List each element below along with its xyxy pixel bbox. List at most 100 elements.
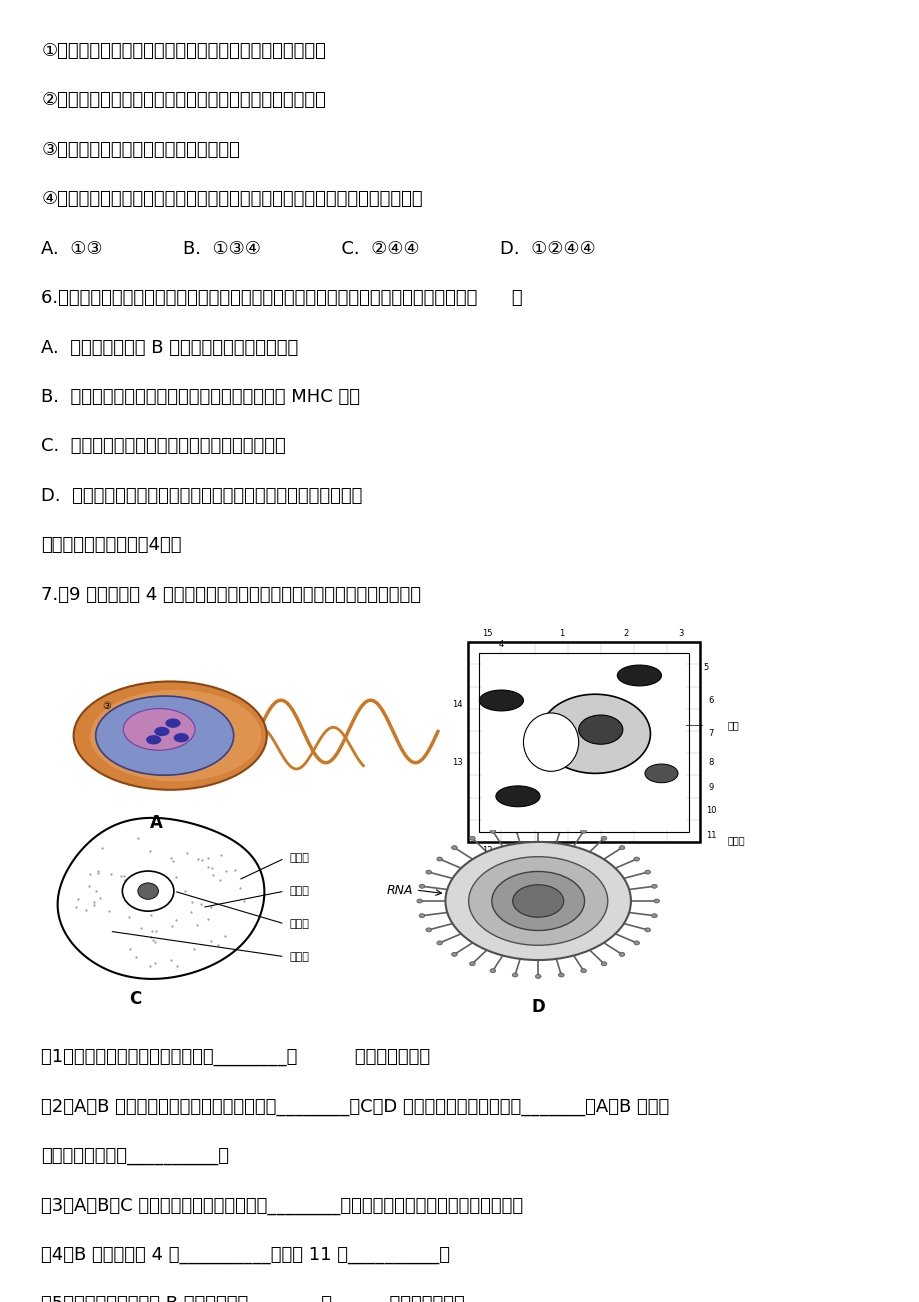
Text: ②: ② [174,754,183,763]
Text: 细胞膜: 细胞膜 [289,853,310,863]
Ellipse shape [512,885,563,917]
Text: 9: 9 [708,784,713,793]
Text: （3）A、B、C 三种细胞构成的生物都通过________。（填物质）来控制新陈代谢和遗传。: （3）A、B、C 三种细胞构成的生物都通过________。（填物质）来控制新陈… [41,1197,523,1215]
Text: （1）既有核糖体，也有染色体的是________，          。（填字母）；: （1）既有核糖体，也有染色体的是________， 。（填字母）； [41,1048,430,1066]
Ellipse shape [580,829,585,833]
Text: 核膜: 核膜 [727,720,739,730]
Ellipse shape [479,690,523,711]
Text: A.  ①③              B.  ①③④              C.  ②④④              D.  ①②④④: A. ①③ B. ①③④ C. ②④④ D. ①②④④ [41,240,596,258]
Ellipse shape [651,914,656,918]
Ellipse shape [146,736,161,745]
Ellipse shape [165,719,180,728]
Text: RNA: RNA [386,884,413,897]
Ellipse shape [490,829,495,833]
Ellipse shape [512,825,517,829]
Ellipse shape [644,870,650,874]
Ellipse shape [492,871,584,931]
Text: 2: 2 [622,629,628,638]
Ellipse shape [633,941,639,945]
Ellipse shape [618,952,624,957]
Ellipse shape [578,715,622,745]
Ellipse shape [558,973,563,976]
Ellipse shape [469,836,475,840]
Ellipse shape [523,713,578,771]
Ellipse shape [469,962,475,966]
Text: ①造成温室效应的主要原因是煎、石油、天然气的大量燃烧: ①造成温室效应的主要原因是煎、石油、天然气的大量燃烧 [41,42,326,60]
Ellipse shape [96,697,233,775]
Text: 5: 5 [702,663,708,672]
Ellipse shape [644,764,677,783]
Text: ①: ① [138,766,147,776]
Text: 12: 12 [482,846,493,855]
Text: B: B [577,854,590,872]
Text: 核糖体: 核糖体 [289,952,310,962]
Ellipse shape [74,681,267,790]
Text: 叶绿体: 叶绿体 [727,835,744,845]
FancyBboxPatch shape [482,655,686,829]
Ellipse shape [490,969,495,973]
Text: 1: 1 [559,629,564,638]
Ellipse shape [425,928,431,932]
Ellipse shape [154,727,169,736]
Ellipse shape [633,857,639,861]
Text: （2）A、B 在细胞结构上最根本的区别是前者________；C、D 结构最根本的区别是后者_______；A、B 细胞质: （2）A、B 在细胞结构上最根本的区别是前者________；C、D 结构最根本… [41,1098,669,1116]
Text: ③: ③ [102,702,111,711]
Ellipse shape [123,708,195,750]
Polygon shape [58,818,264,979]
Text: 10: 10 [705,806,716,815]
Ellipse shape [468,857,607,945]
Ellipse shape [651,884,656,888]
Ellipse shape [512,973,517,976]
Text: 13: 13 [451,759,462,767]
Ellipse shape [617,665,661,686]
FancyBboxPatch shape [479,652,688,832]
Text: 7: 7 [708,729,713,738]
Text: 15: 15 [482,629,493,638]
Ellipse shape [535,824,540,828]
Text: 中都具有的结构是__________。: 中都具有的结构是__________。 [41,1147,229,1165]
Text: 6.女性乙肝患者所生婴儿应尽早注射乙肝疫苗及相应免疫球蛋白。下列有关说法正确的是（      ）: 6.女性乙肝患者所生婴儿应尽早注射乙肝疫苗及相应免疫球蛋白。下列有关说法正确的是… [41,289,523,307]
Ellipse shape [122,871,174,911]
Ellipse shape [451,845,457,850]
Ellipse shape [445,842,630,960]
Ellipse shape [600,836,607,840]
Ellipse shape [419,914,425,918]
Text: 二、综合题：本大题关4小题: 二、综合题：本大题关4小题 [41,536,182,555]
Ellipse shape [425,870,431,874]
Text: 细胞核: 细胞核 [289,919,310,928]
Text: 7.（9 分）下图是 4 种生物的基本结构示意图。请根据图回答下面的问题。: 7.（9 分）下图是 4 种生物的基本结构示意图。请根据图回答下面的问题。 [41,586,421,604]
Text: ②造成臭氧层空洞的主要原因是人们大量使用氟利昂制冷剂: ②造成臭氧层空洞的主要原因是人们大量使用氟利昂制冷剂 [41,91,326,109]
Ellipse shape [416,898,422,904]
Ellipse shape [539,694,650,773]
Text: 细胞质: 细胞质 [289,887,310,896]
Text: ④水体富营养化、藻类大量繁殖，主要是由于有毒物质在生物体内的积累和浓缩: ④水体富营养化、藻类大量繁殖，主要是由于有毒物质在生物体内的积累和浓缩 [41,190,423,208]
Ellipse shape [437,941,442,945]
Text: ③酸雨形成的主要原因是森林被大量破坏: ③酸雨形成的主要原因是森林被大量破坏 [41,141,240,159]
Ellipse shape [451,952,457,957]
Text: C: C [129,990,142,1008]
Text: 3: 3 [677,629,683,638]
Ellipse shape [419,884,425,888]
Text: C.  注射乙肝疫苗及相应免疫球蛋白属于主动免疫: C. 注射乙肝疫苗及相应免疫球蛋白属于主动免疫 [41,437,286,456]
Text: D.  多次注射乙肝疫苗可促使机体产生更多的效应细胞和记忆细胞: D. 多次注射乙肝疫苗可促使机体产生更多的效应细胞和记忆细胞 [41,487,362,505]
Text: D: D [531,997,544,1016]
Text: （4）B 细胞的结构 4 是__________，结构 11 是__________。: （4）B 细胞的结构 4 是__________，结构 11 是________… [41,1246,450,1264]
Text: 6: 6 [708,697,713,704]
Ellipse shape [558,825,563,829]
Text: A: A [150,814,163,832]
Ellipse shape [138,883,158,900]
Ellipse shape [644,928,650,932]
Text: 8: 8 [708,759,713,767]
Ellipse shape [174,733,188,742]
Text: ⑤: ⑤ [193,727,202,737]
Text: B.  相关抗原被巨噬细胞降解后移动到细胞表面与 MHC 结合: B. 相关抗原被巨噬细胞降解后移动到细胞表面与 MHC 结合 [41,388,360,406]
Text: 14: 14 [451,700,462,710]
Text: 4: 4 [498,639,504,648]
Text: 11: 11 [705,832,716,840]
Ellipse shape [90,690,261,781]
Ellipse shape [535,974,540,979]
Ellipse shape [618,845,624,850]
Ellipse shape [600,962,607,966]
Text: ④: ④ [149,708,158,717]
Text: （5）根尖分生区细胞与 B 细胞相比没有________，          。（填细胞器）: （5）根尖分生区细胞与 B 细胞相比没有________， 。（填细胞器） [41,1295,465,1302]
